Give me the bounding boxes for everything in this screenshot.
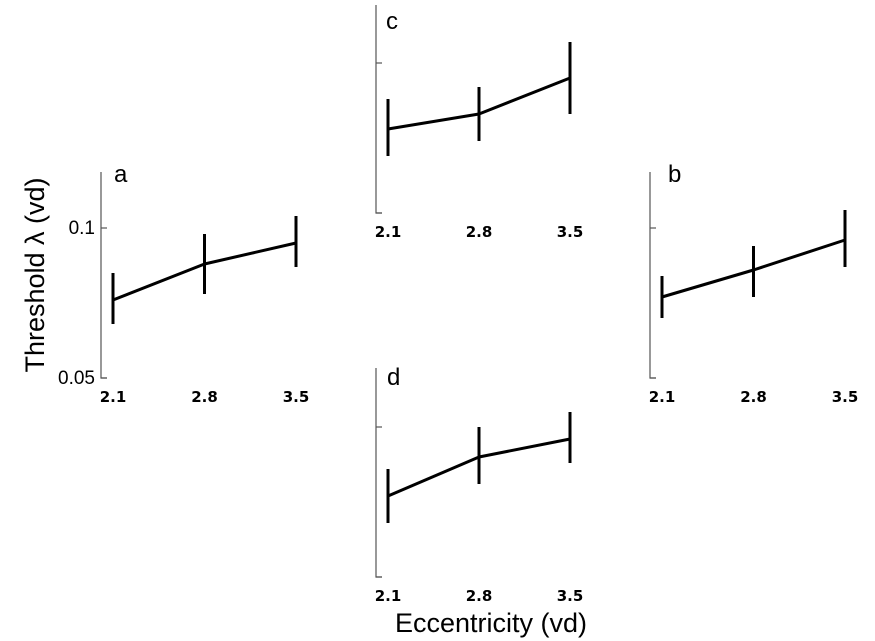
panel-letter: d	[387, 364, 400, 391]
panels: 0.050.12.1 2.8 3.5a2.1 2.8 3.5b2.1 2.8 3.5c2.1…	[58, 5, 858, 605]
panel-c: 2.1 2.8 3.5 c	[375, 5, 584, 241]
panel-d: 2.1 2.8 3.5 d	[375, 364, 584, 605]
x-tick-label: 2.8	[466, 587, 493, 605]
panel-letter: b	[668, 161, 681, 188]
x-tick-label: 3.5	[557, 223, 584, 241]
x-tick-label: 2.8	[466, 223, 493, 241]
x-tick-label: 2.1	[649, 388, 676, 406]
x-tick-label: 2.1	[100, 388, 127, 406]
x-tick-label: 3.5	[832, 388, 859, 406]
panel-letter: a	[114, 161, 128, 188]
y-tick-label: 0.05	[58, 368, 95, 389]
x-tick-label: 2.1	[375, 223, 402, 241]
x-tick-label: 3.5	[283, 388, 310, 406]
axis-d	[375, 368, 382, 578]
x-tick-label: 2.1	[375, 587, 402, 605]
panel-b: 2.1 2.8 3.5 b	[649, 161, 859, 406]
x-tick-label: 2.8	[191, 388, 218, 406]
x-tick-label: 3.5	[557, 587, 584, 605]
panel-letter: c	[386, 8, 398, 35]
y-axis-title: Threshold λ (vd)	[20, 177, 50, 372]
x-tick-label: 2.8	[740, 388, 767, 406]
panel-a: 0.05 0.1 2.1 2.8 3.5 a	[58, 161, 309, 406]
axis-c	[375, 5, 382, 214]
axis-a	[100, 172, 107, 379]
axis-b	[649, 172, 656, 379]
x-axis-title: Eccentricity (vd)	[395, 608, 587, 638]
y-tick-label: 0.1	[69, 218, 95, 239]
